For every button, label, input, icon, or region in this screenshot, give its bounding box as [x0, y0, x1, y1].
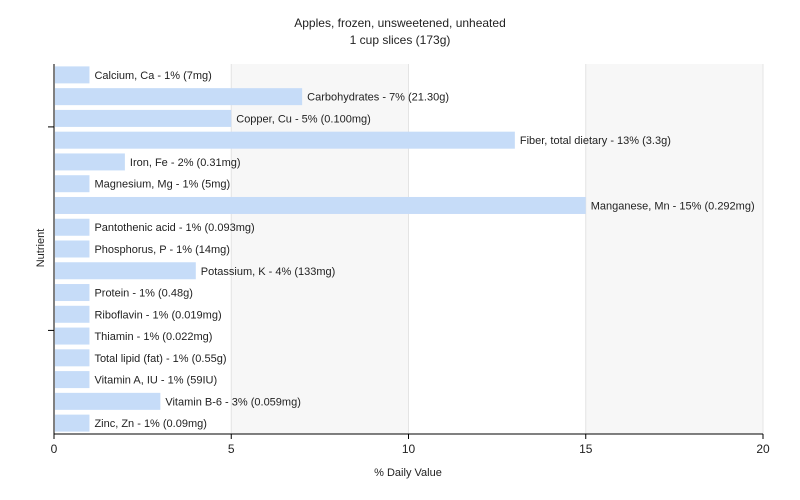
x-axis-title: % Daily Value — [374, 467, 442, 479]
bar-label: Zinc, Zn - 1% (0.09mg) — [94, 418, 206, 430]
x-tick-label: 15 — [579, 442, 593, 456]
bar-label: Copper, Cu - 5% (0.100mg) — [236, 113, 371, 125]
bar — [55, 88, 303, 106]
x-tick-label: 10 — [402, 442, 416, 456]
plot-area: Calcium, Ca - 1% (7mg) Carbohydrates - 7%… — [48, 64, 770, 456]
bar — [55, 327, 90, 345]
y-axis-title: Nutrient — [35, 229, 47, 268]
bar — [55, 392, 161, 410]
plot-band — [585, 64, 763, 434]
bar — [55, 218, 90, 236]
bar — [55, 262, 196, 280]
bar-label: Magnesium, Mg - 1% (5mg) — [94, 179, 230, 191]
bar-label: Vitamin B-6 - 3% (0.059mg) — [165, 396, 301, 408]
bar-label: Calcium, Ca - 1% (7mg) — [94, 70, 211, 82]
bar-label: Fiber, total dietary - 13% (3.3g) — [520, 135, 671, 147]
bar — [55, 131, 515, 149]
bar — [55, 349, 90, 367]
bar — [55, 305, 90, 323]
bar-label: Thiamin - 1% (0.022mg) — [94, 331, 212, 343]
bar-label: Vitamin A, IU - 1% (59IU) — [94, 375, 217, 387]
bar — [55, 371, 90, 389]
bar — [55, 196, 586, 214]
bar — [55, 240, 90, 258]
plot-band — [231, 64, 409, 434]
bar — [55, 109, 232, 127]
bar — [55, 153, 125, 171]
x-tick-label: 20 — [756, 442, 770, 456]
bar — [55, 66, 90, 84]
x-tick-label: 5 — [228, 442, 235, 456]
bar-label: Protein - 1% (0.48g) — [94, 288, 192, 300]
bar-label: Riboflavin - 1% (0.019mg) — [94, 309, 221, 321]
bar-label: Total lipid (fat) - 1% (0.55g) — [94, 353, 226, 365]
bar-label: Iron, Fe - 2% (0.31mg) — [130, 157, 241, 169]
bar-label: Manganese, Mn - 15% (0.292mg) — [591, 200, 755, 212]
x-tick-label: 0 — [51, 442, 58, 456]
bar-label: Potassium, K - 4% (133mg) — [201, 266, 335, 278]
bar-label: Phosphorus, P - 1% (14mg) — [94, 244, 230, 256]
bar-label: Carbohydrates - 7% (21.30g) — [307, 92, 449, 104]
chart-title: Apples, frozen, unsweetened, unheated — [294, 16, 506, 30]
chart-subtitle: 1 cup slices (173g) — [350, 33, 451, 47]
bar-label: Pantothenic acid - 1% (0.093mg) — [94, 222, 254, 234]
bar — [55, 284, 90, 302]
bar — [55, 414, 90, 432]
bar — [55, 175, 90, 193]
